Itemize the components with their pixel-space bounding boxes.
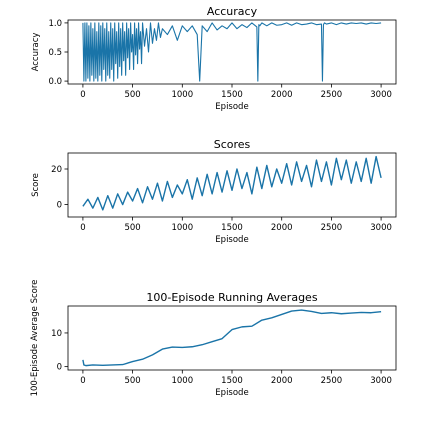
x-tick-label: 2000 (271, 376, 293, 386)
chart-title: Scores (214, 138, 251, 151)
y-axis-label: 100-Episode Average Score (30, 280, 40, 397)
chart-panel-3 (64, 305, 397, 374)
x-tick-label: 3000 (370, 223, 392, 233)
y-tick-label: 0.0 (48, 77, 62, 87)
x-tick-label: 500 (124, 223, 140, 233)
x-tick-label: 2500 (321, 90, 343, 100)
x-tick-label: 500 (124, 376, 140, 386)
y-tick-label: 10 (51, 329, 62, 339)
x-tick-label: 1500 (221, 90, 243, 100)
x-tick-label: 0 (80, 376, 85, 386)
x-tick-label: 0 (80, 223, 85, 233)
x-axis-label: Episode (215, 102, 248, 112)
x-tick-label: 3000 (370, 90, 392, 100)
x-tick-label: 2500 (321, 376, 343, 386)
chart-title: 100-Episode Running Averages (146, 291, 317, 304)
y-tick-label: 0 (57, 201, 62, 211)
x-tick-label: 1500 (221, 223, 243, 233)
y-tick-label: 1.0 (48, 19, 62, 29)
x-tick-label: 500 (124, 90, 140, 100)
series-line-1 (82, 22, 382, 82)
x-tick-label: 1000 (171, 90, 193, 100)
x-tick-label: 2000 (271, 223, 293, 233)
y-tick-label: 0 (57, 363, 62, 373)
chart-panel-1 (64, 19, 397, 88)
axes-frame (67, 305, 397, 371)
y-axis-label: Accuracy (31, 33, 41, 72)
chart-title: Accuracy (207, 5, 258, 18)
y-axis-label: Score (31, 173, 41, 197)
x-tick-label: 3000 (370, 376, 392, 386)
y-tick-label: 0.5 (48, 48, 62, 58)
x-tick-label: 1000 (171, 376, 193, 386)
x-tick-label: 1500 (221, 376, 243, 386)
x-axis-label: Episode (215, 388, 248, 398)
x-axis-label: Episode (215, 235, 248, 245)
series-line-1 (82, 155, 382, 211)
y-tick-label: 20 (51, 165, 62, 175)
x-tick-label: 2500 (321, 223, 343, 233)
x-tick-label: 1000 (171, 223, 193, 233)
series-line-1 (82, 309, 382, 367)
x-tick-label: 0 (80, 90, 85, 100)
chart-panel-2 (64, 152, 397, 221)
x-tick-label: 2000 (271, 90, 293, 100)
